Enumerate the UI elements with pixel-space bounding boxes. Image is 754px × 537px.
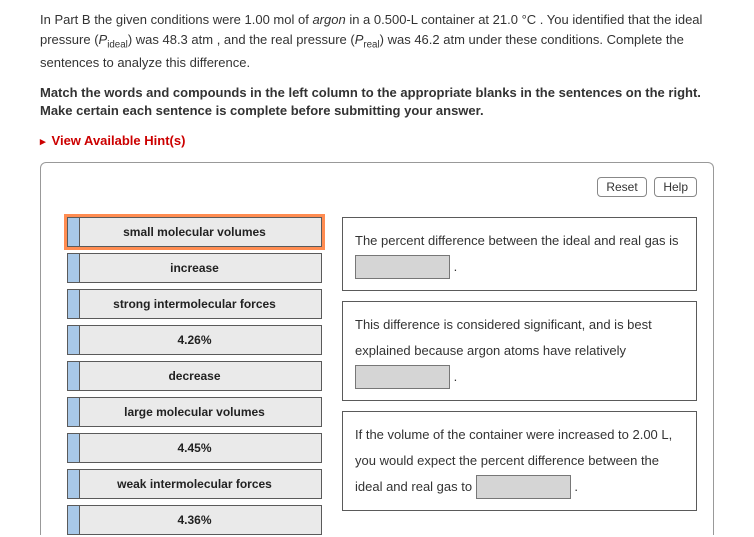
drag-handle-icon[interactable] — [68, 506, 80, 534]
sentence-1: The percent difference between the ideal… — [342, 217, 697, 291]
drag-handle-icon[interactable] — [68, 470, 80, 498]
drag-item-label: decrease — [168, 369, 220, 383]
drag-item[interactable]: 4.45% — [67, 433, 322, 463]
drag-item[interactable]: decrease — [67, 361, 322, 391]
drag-item-label: strong intermolecular forces — [113, 297, 276, 311]
drag-item[interactable]: large molecular volumes — [67, 397, 322, 427]
drag-item-label: large molecular volumes — [124, 405, 265, 419]
drop-target-column: The percent difference between the ideal… — [342, 217, 697, 511]
blank-1[interactable] — [355, 255, 450, 279]
drag-item[interactable]: small molecular volumes — [67, 217, 322, 247]
drag-handle-icon[interactable] — [68, 254, 80, 282]
drag-source-column: small molecular volumes increase strong in… — [57, 217, 322, 535]
blank-3[interactable] — [476, 475, 571, 499]
intro-text: In Part B the given conditions were 1.00… — [40, 10, 714, 72]
help-button[interactable]: Help — [654, 177, 697, 197]
drag-item-label: 4.26% — [177, 333, 211, 347]
drag-handle-icon[interactable] — [68, 326, 80, 354]
drag-item[interactable]: increase — [67, 253, 322, 283]
drag-item[interactable]: weak intermolecular forces — [67, 469, 322, 499]
drag-item[interactable]: 4.36% — [67, 505, 322, 535]
drag-item-label: increase — [170, 261, 219, 275]
blank-2[interactable] — [355, 365, 450, 389]
drag-item-label: small molecular volumes — [123, 225, 266, 239]
instruction-text: Match the words and compounds in the lef… — [40, 84, 714, 120]
drag-handle-icon[interactable] — [68, 434, 80, 462]
view-hints-toggle[interactable]: View Available Hint(s) — [40, 133, 185, 148]
drag-item-label: 4.45% — [177, 441, 211, 455]
drag-handle-icon[interactable] — [68, 290, 80, 318]
activity-frame: Reset Help small molecular volumes increa… — [40, 162, 714, 535]
sentence-3: If the volume of the container were incr… — [342, 411, 697, 511]
drag-handle-icon[interactable] — [68, 362, 80, 390]
drag-handle-icon[interactable] — [68, 398, 80, 426]
drag-item[interactable]: 4.26% — [67, 325, 322, 355]
drag-handle-icon[interactable] — [68, 218, 80, 246]
drag-item-label: 4.36% — [177, 513, 211, 527]
drag-item[interactable]: strong intermolecular forces — [67, 289, 322, 319]
sentence-2: This difference is considered significan… — [342, 301, 697, 401]
reset-button[interactable]: Reset — [597, 177, 646, 197]
drag-item-label: weak intermolecular forces — [117, 477, 272, 491]
